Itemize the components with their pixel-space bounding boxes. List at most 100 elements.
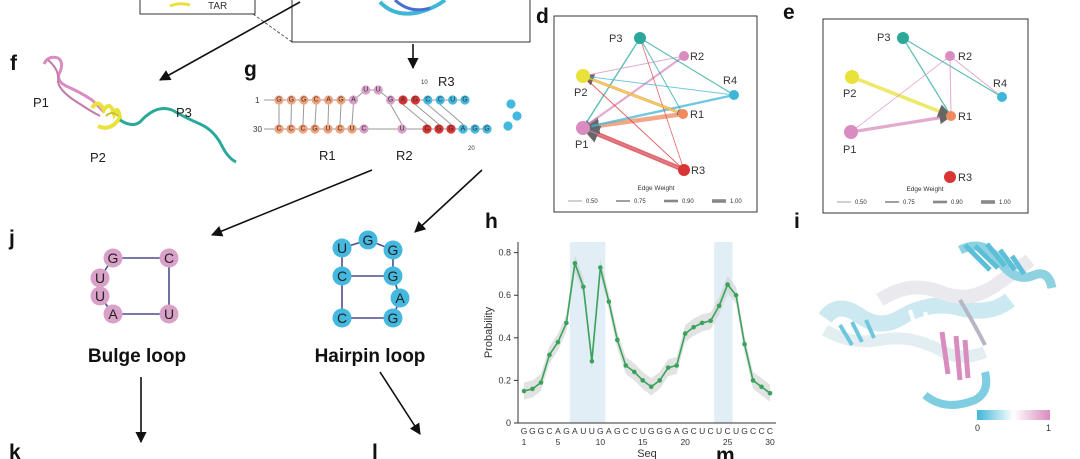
g-nucleotide: [336, 95, 346, 105]
y-tick-label: 0.8: [498, 248, 511, 258]
sequence-letter: C: [623, 426, 629, 436]
sequence-letter: G: [665, 426, 672, 436]
legend-label: 0.75: [903, 200, 915, 206]
network-node-label: R1: [690, 109, 704, 121]
g-nucleotide-label: C: [361, 126, 366, 133]
data-point: [555, 339, 561, 345]
legend-title: Edge Weight: [637, 185, 674, 192]
legend-label: 1.00: [999, 200, 1011, 206]
g-nucleotide-label: G: [484, 126, 489, 133]
panel-letter-g: g: [244, 58, 257, 81]
panel-letter-d: d: [536, 5, 549, 28]
data-point: [665, 365, 671, 370]
g-basepair: [427, 104, 452, 125]
data-point: [623, 363, 629, 368]
g-nucleotide: [347, 124, 357, 134]
sequence-letter: G: [597, 426, 604, 436]
x-tick-label: 5: [556, 437, 561, 447]
g-nucleotide-label: G: [472, 126, 477, 133]
top-tar-box: TAR: [139, 0, 256, 15]
panel-g-secondary-structure: 1 30 10 20 R1 R2 R3 G G G C A G AU UG A G C C U GC C C G…: [253, 74, 522, 163]
hairpin-loop-title: Hairpin loop: [315, 346, 426, 367]
bulge-node-label: U: [95, 270, 105, 286]
g-label-r1: R1: [319, 148, 336, 163]
g-nucleotide-label: G: [289, 97, 294, 104]
data-point: [699, 320, 705, 326]
x-tick-label: 20: [680, 437, 690, 447]
g-nucleotide: [299, 95, 309, 105]
y-tick-label: 0.6: [498, 290, 511, 300]
hairpin-node: [332, 238, 352, 258]
data-point: [547, 352, 552, 358]
g-nucleotide: [422, 124, 432, 134]
sequence-letter: U: [733, 426, 739, 436]
g-nucleotide-label: C: [288, 126, 293, 133]
bulge-node-label: C: [164, 250, 174, 266]
network-edge: [639, 37, 685, 171]
g-nucleotide: [323, 124, 333, 134]
y-tick-label: 0.2: [498, 375, 511, 385]
network-edge: [949, 55, 1003, 98]
top-structure-box: [252, 0, 531, 43]
data-point: [640, 378, 646, 383]
bulge-loop-title: Bulge loop: [88, 346, 186, 367]
data-point: [750, 378, 756, 383]
g-basepair: [439, 104, 464, 125]
network-edge: [639, 37, 684, 115]
sequence-letter: G: [614, 426, 621, 436]
sequence-letter: G: [682, 426, 689, 436]
g-nucleotide: [460, 95, 470, 105]
bulge-node: [90, 286, 110, 306]
g-nucleotide: [482, 124, 492, 134]
g-nucleotide-label: C: [424, 126, 429, 133]
hairpin-node-label: C: [337, 310, 347, 326]
g-loop-nucleotide: [512, 111, 522, 121]
panel-e-frame: [822, 18, 1029, 214]
network-node-label: P2: [843, 88, 856, 100]
network-node-p1: [576, 121, 590, 135]
network-edge: [902, 37, 952, 117]
sequence-letter: A: [674, 426, 680, 436]
hairpin-node-label: C: [337, 268, 347, 284]
network-node-label: P1: [843, 144, 856, 156]
x-tick-label: 25: [723, 437, 733, 447]
network-node-p2: [576, 69, 590, 83]
data-point: [674, 363, 679, 368]
highlight-band: [714, 242, 733, 423]
g-basepair: [314, 104, 317, 125]
data-point: [606, 299, 612, 304]
network-edge: [582, 75, 684, 115]
bulge-node-label: A: [108, 306, 118, 322]
network-node-p3: [897, 32, 909, 44]
network-node-label: R4: [993, 78, 1007, 90]
g-nucleotide: [274, 95, 284, 105]
data-point: [521, 388, 527, 394]
g-basepair: [302, 104, 305, 125]
network-node-p3: [634, 32, 646, 44]
sequence-letter: C: [546, 426, 552, 436]
panel-letter-k: k: [9, 441, 21, 459]
g-nucleotide: [359, 124, 369, 134]
f-label-p3: P3: [176, 105, 192, 120]
network-edge: [639, 37, 735, 96]
network-edge: [582, 93, 735, 131]
data-point: [657, 378, 663, 383]
panel-f-peptide: P1 P2 P3: [33, 55, 237, 165]
g-nucleotide-label: A: [351, 97, 356, 104]
network-edge: [582, 74, 735, 96]
g-nucleotide: [423, 95, 433, 105]
network-node-label: P3: [609, 33, 622, 45]
g-nucleotide: [446, 124, 456, 134]
g-nucleotide-label: G: [436, 126, 441, 133]
flow-arrows: [135, 1, 483, 444]
g-basepair: [415, 104, 440, 125]
data-point: [733, 292, 739, 298]
g-nucleotide: [373, 85, 383, 95]
legend-label: 0.50: [855, 200, 867, 206]
i-scale-max: 1: [1046, 423, 1051, 433]
data-point: [708, 318, 713, 324]
g-nucleotide-label: G: [448, 126, 453, 133]
g-nucleotide-label: G: [301, 97, 306, 104]
g-label-r3: R3: [438, 74, 455, 89]
